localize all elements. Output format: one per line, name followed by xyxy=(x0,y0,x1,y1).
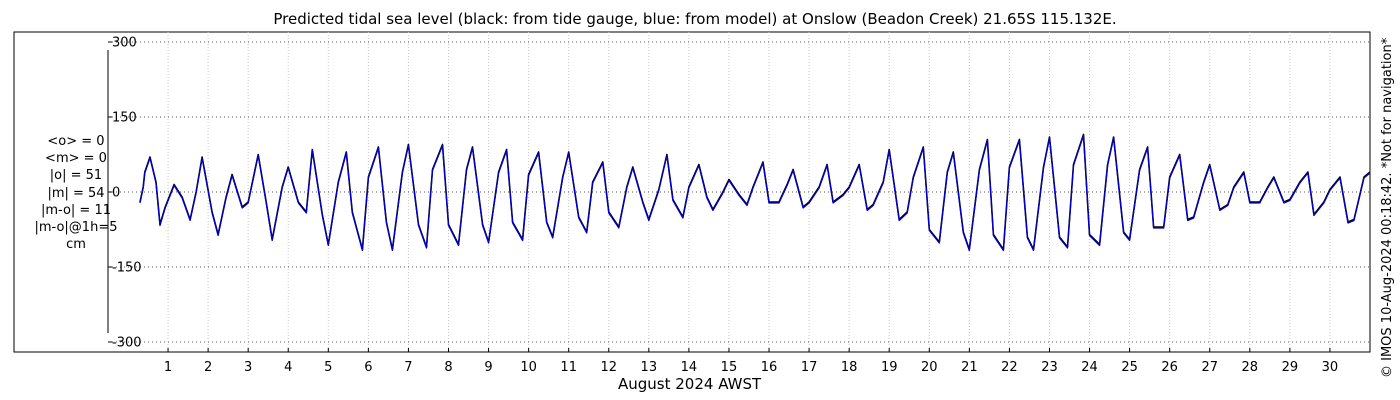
y-axis: 300 150 0 -150 -300 xyxy=(108,36,142,351)
x-tick-label: 10 xyxy=(520,360,537,375)
x-tick-label: 16 xyxy=(761,360,778,375)
x-tick-label: 18 xyxy=(841,360,858,375)
x-tick-label: 14 xyxy=(681,360,698,375)
stat-abs-model: |m| = 54 xyxy=(47,185,105,201)
series-group xyxy=(139,133,1371,252)
x-axis-label: August 2024 AWST xyxy=(618,375,762,393)
series-line-model xyxy=(139,134,1371,252)
y-tick-label: 150 xyxy=(112,111,137,126)
stat-abs-observed: |o| = 51 xyxy=(49,168,103,184)
x-tick-label: 6 xyxy=(364,360,372,375)
x-tick-label: 15 xyxy=(721,360,738,375)
x-tick-label: 21 xyxy=(961,360,978,375)
grid xyxy=(108,32,1370,352)
x-tick-label: 17 xyxy=(801,360,818,375)
stat-mean-observed: <o> = 0 xyxy=(47,134,105,149)
x-tick-label: 2 xyxy=(204,360,212,375)
x-tick-label: 29 xyxy=(1282,360,1299,375)
x-tick-label: 28 xyxy=(1242,360,1259,375)
x-tick-label: 9 xyxy=(484,360,492,375)
x-tick-label: 25 xyxy=(1121,360,1138,375)
stat-abs-diff-1h: |m-o|@1h=5 xyxy=(34,220,118,236)
x-tick-label: 4 xyxy=(284,360,292,375)
y-tick-label: -300 xyxy=(112,336,142,351)
x-tick-label: 23 xyxy=(1041,360,1058,375)
x-tick-label: 1 xyxy=(164,360,172,375)
plot-frame xyxy=(13,31,1371,353)
stat-mean-model: <m> = 0 xyxy=(45,151,107,167)
chart-title: Predicted tidal sea level (black: from t… xyxy=(273,10,1117,28)
x-tick-label: 7 xyxy=(404,360,412,375)
x-tick-label: 24 xyxy=(1081,360,1098,375)
copyright-stamp: © IMOS 10-Aug-2024 00:18:42. *Not for na… xyxy=(1380,37,1395,378)
y-tick-label: -150 xyxy=(112,261,142,276)
x-tick-label: 3 xyxy=(244,360,252,375)
stat-unit: cm xyxy=(66,237,86,253)
x-tick-label: 11 xyxy=(560,360,577,375)
x-tick-label: 26 xyxy=(1161,360,1178,375)
x-tick-label: 30 xyxy=(1322,360,1339,375)
stats-panel: <o> = 0 <m> = 0 |o| = 51 |m| = 54 |m-o| … xyxy=(14,133,138,253)
y-tick-label: 0 xyxy=(112,186,120,201)
x-axis: 1 2 3 4 5 6 7 8 9 10 11 12 13 14 15 16 17 18 19 20 21 22 23 24 2… xyxy=(164,348,1338,375)
x-tick-label: 22 xyxy=(1001,360,1018,375)
x-tick-label: 5 xyxy=(324,360,332,375)
x-tick-label: 8 xyxy=(444,360,452,375)
x-tick-label: 20 xyxy=(921,360,938,375)
x-tick-label: 13 xyxy=(641,360,658,375)
x-tick-label: 27 xyxy=(1201,360,1218,375)
x-tick-label: 12 xyxy=(600,360,617,375)
x-tick-label: 19 xyxy=(881,360,898,375)
y-tick-label: 300 xyxy=(112,36,137,51)
stat-abs-diff: |m-o| = 11 xyxy=(40,202,111,218)
